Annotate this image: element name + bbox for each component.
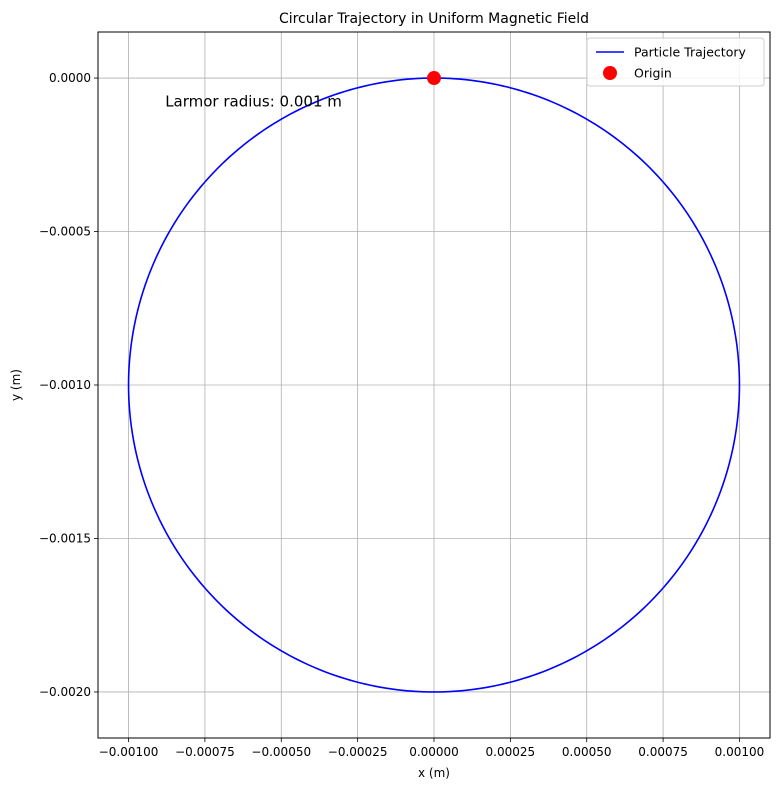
trajectory-line [127, 77, 741, 693]
origin-point [427, 71, 441, 86]
chart-title: Circular Trajectory in Uniform Magnetic … [279, 11, 589, 27]
y-tick-label: −0.0010 [39, 378, 91, 392]
y-axis-label: y (m) [9, 369, 23, 401]
x-axis-label: x (m) [418, 766, 450, 780]
y-axis: 0.0000 −0.0005 −0.0010 −0.0015 −0.0020 [39, 71, 98, 699]
legend-label: Particle Trajectory [634, 45, 746, 60]
x-tick-label: −0.00025 [328, 745, 388, 759]
legend-label: Origin [634, 66, 672, 81]
x-tick-label: 0.00100 [715, 745, 765, 759]
x-tick-label: 0.00025 [486, 745, 536, 759]
y-tick-label: 0.0000 [49, 71, 91, 85]
annotation-text: Larmor radius: 0.001 m [165, 93, 342, 111]
legend: Particle Trajectory Origin [586, 37, 765, 87]
y-tick-label: −0.0020 [39, 685, 91, 699]
y-tick-label: −0.0005 [39, 225, 91, 239]
x-tick-label: −0.00075 [175, 745, 235, 759]
y-tick-label: −0.0015 [39, 531, 91, 545]
legend-point-marker [603, 66, 617, 80]
x-tick-label: 0.00000 [409, 745, 459, 759]
x-tick-label: 0.00075 [638, 745, 688, 759]
x-tick-label: −0.00100 [99, 745, 159, 759]
annotations: Larmor radius: 0.001 m [165, 93, 342, 111]
x-tick-label: 0.00050 [562, 745, 612, 759]
plot-area [127, 71, 741, 693]
x-axis: −0.00100 −0.00075 −0.00050 −0.00025 0.00000 0… [99, 738, 765, 759]
x-tick-label: −0.00050 [251, 745, 311, 759]
legend-box [586, 37, 765, 87]
